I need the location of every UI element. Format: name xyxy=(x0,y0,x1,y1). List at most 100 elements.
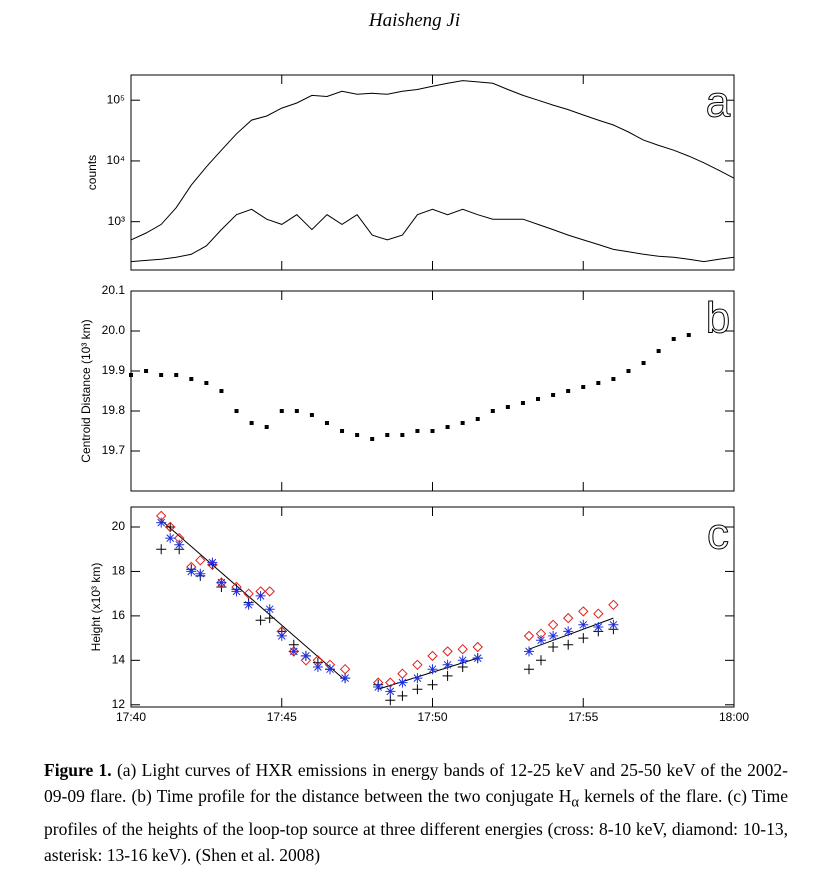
data-point xyxy=(159,373,164,377)
marker-asterisk xyxy=(231,586,242,597)
caption-text: (a) Light curves of HXR emissions in ene… xyxy=(44,760,788,806)
data-point xyxy=(520,401,525,405)
y-tick-label: 20 xyxy=(112,519,126,533)
marker-cross xyxy=(412,684,423,695)
y-tick-label: 12 xyxy=(112,697,126,711)
marker-diamond xyxy=(195,555,206,566)
data-point xyxy=(460,421,465,425)
y-axis-title: counts xyxy=(85,155,99,190)
marker-cross xyxy=(536,655,546,666)
marker-asterisk xyxy=(243,599,254,610)
data-point xyxy=(309,413,314,417)
x-tick-label: 17:40 xyxy=(116,710,146,724)
y-tick-label: 16 xyxy=(112,608,126,622)
data-point xyxy=(656,349,661,353)
caption-label: Figure 1. xyxy=(44,760,112,780)
marker-diamond xyxy=(472,641,483,653)
marker-diamond xyxy=(442,646,453,657)
marker-cross xyxy=(427,679,438,690)
marker-diamond xyxy=(427,650,438,662)
marker-asterisk xyxy=(325,664,335,675)
data-point xyxy=(445,425,450,429)
marker-asterisk xyxy=(427,664,438,675)
data-point xyxy=(536,397,541,401)
data-point xyxy=(234,409,239,413)
data-point xyxy=(144,369,149,373)
marker-diamond xyxy=(608,599,619,611)
y-tick-label: 19.8 xyxy=(102,403,126,417)
data-point xyxy=(324,421,329,425)
marker-asterisk xyxy=(264,604,275,615)
data-point xyxy=(415,429,420,433)
marker-diamond xyxy=(412,659,423,671)
marker-diamond xyxy=(457,643,468,655)
y-tick-label: 19.9 xyxy=(102,363,126,377)
y-axis-title: Centroid Distance (10³ km) xyxy=(79,319,93,462)
data-point xyxy=(671,337,676,341)
marker-asterisk xyxy=(563,626,574,637)
marker-asterisk xyxy=(524,646,534,657)
x-tick-label: 18:00 xyxy=(719,710,749,724)
marker-diamond xyxy=(207,559,218,571)
marker-asterisk xyxy=(156,517,167,528)
data-point xyxy=(551,393,556,397)
plot-frame xyxy=(130,506,735,708)
data-point xyxy=(385,433,390,437)
data-point xyxy=(129,373,133,377)
data-point xyxy=(189,377,194,381)
marker-diamond xyxy=(547,619,559,631)
data-point xyxy=(566,389,571,393)
marker-diamond xyxy=(264,586,275,597)
marker-asterisk xyxy=(608,619,619,630)
y-tick-label: 18 xyxy=(112,564,126,578)
marker-asterisk xyxy=(195,568,206,579)
data-point xyxy=(204,381,209,385)
marker-asterisk xyxy=(207,557,218,568)
marker-cross xyxy=(255,615,266,626)
marker-diamond xyxy=(523,630,535,642)
data-point xyxy=(370,437,375,441)
marker-cross xyxy=(165,522,176,532)
data-point xyxy=(490,409,495,413)
marker-diamond xyxy=(397,668,408,679)
data-point xyxy=(340,429,345,433)
fit-line xyxy=(378,657,478,690)
figure: 10³ 10⁴ 10⁵ counts a 19.7 19.8 19.9 20.0 20.1 Cent… xyxy=(79,74,749,724)
data-point xyxy=(219,389,224,393)
y-tick-label: 10³ xyxy=(108,214,125,228)
y-axis-title: Height (x10³ km) xyxy=(89,563,103,652)
y-tick-label: 10⁵ xyxy=(107,92,125,106)
marker-cross xyxy=(264,613,275,624)
marker-diamond xyxy=(164,521,176,533)
marker-cross xyxy=(524,664,534,675)
marker-asterisk xyxy=(593,622,604,632)
marker-asterisk xyxy=(174,539,185,550)
marker-asterisk xyxy=(216,577,227,588)
marker-asterisk xyxy=(397,677,408,688)
data-point xyxy=(264,425,269,429)
plot-frame xyxy=(130,74,735,271)
caption-text: kernels of the flare. (c) Time profiles … xyxy=(44,786,789,865)
marker-asterisk xyxy=(165,533,176,544)
y-tick-label: 14 xyxy=(112,653,126,667)
marker-cross xyxy=(156,544,167,555)
data-point xyxy=(400,433,405,437)
fit-line xyxy=(528,617,614,650)
marker-diamond xyxy=(339,663,351,675)
marker-asterisk xyxy=(472,653,483,664)
x-tick-label: 17:55 xyxy=(568,710,598,724)
data-point xyxy=(249,421,254,425)
data-point xyxy=(279,409,284,413)
running-header: Haisheng Ji xyxy=(368,10,461,31)
data-point xyxy=(581,385,586,389)
marker-cross xyxy=(397,690,408,701)
data-point xyxy=(294,409,299,413)
marker-asterisk xyxy=(442,659,453,670)
data-point xyxy=(475,417,480,421)
marker-asterisk xyxy=(300,650,311,661)
x-tick-label: 17:50 xyxy=(417,710,447,724)
x-tick-label: 17:45 xyxy=(267,710,297,724)
data-point xyxy=(626,369,631,373)
marker-asterisk xyxy=(276,630,287,641)
